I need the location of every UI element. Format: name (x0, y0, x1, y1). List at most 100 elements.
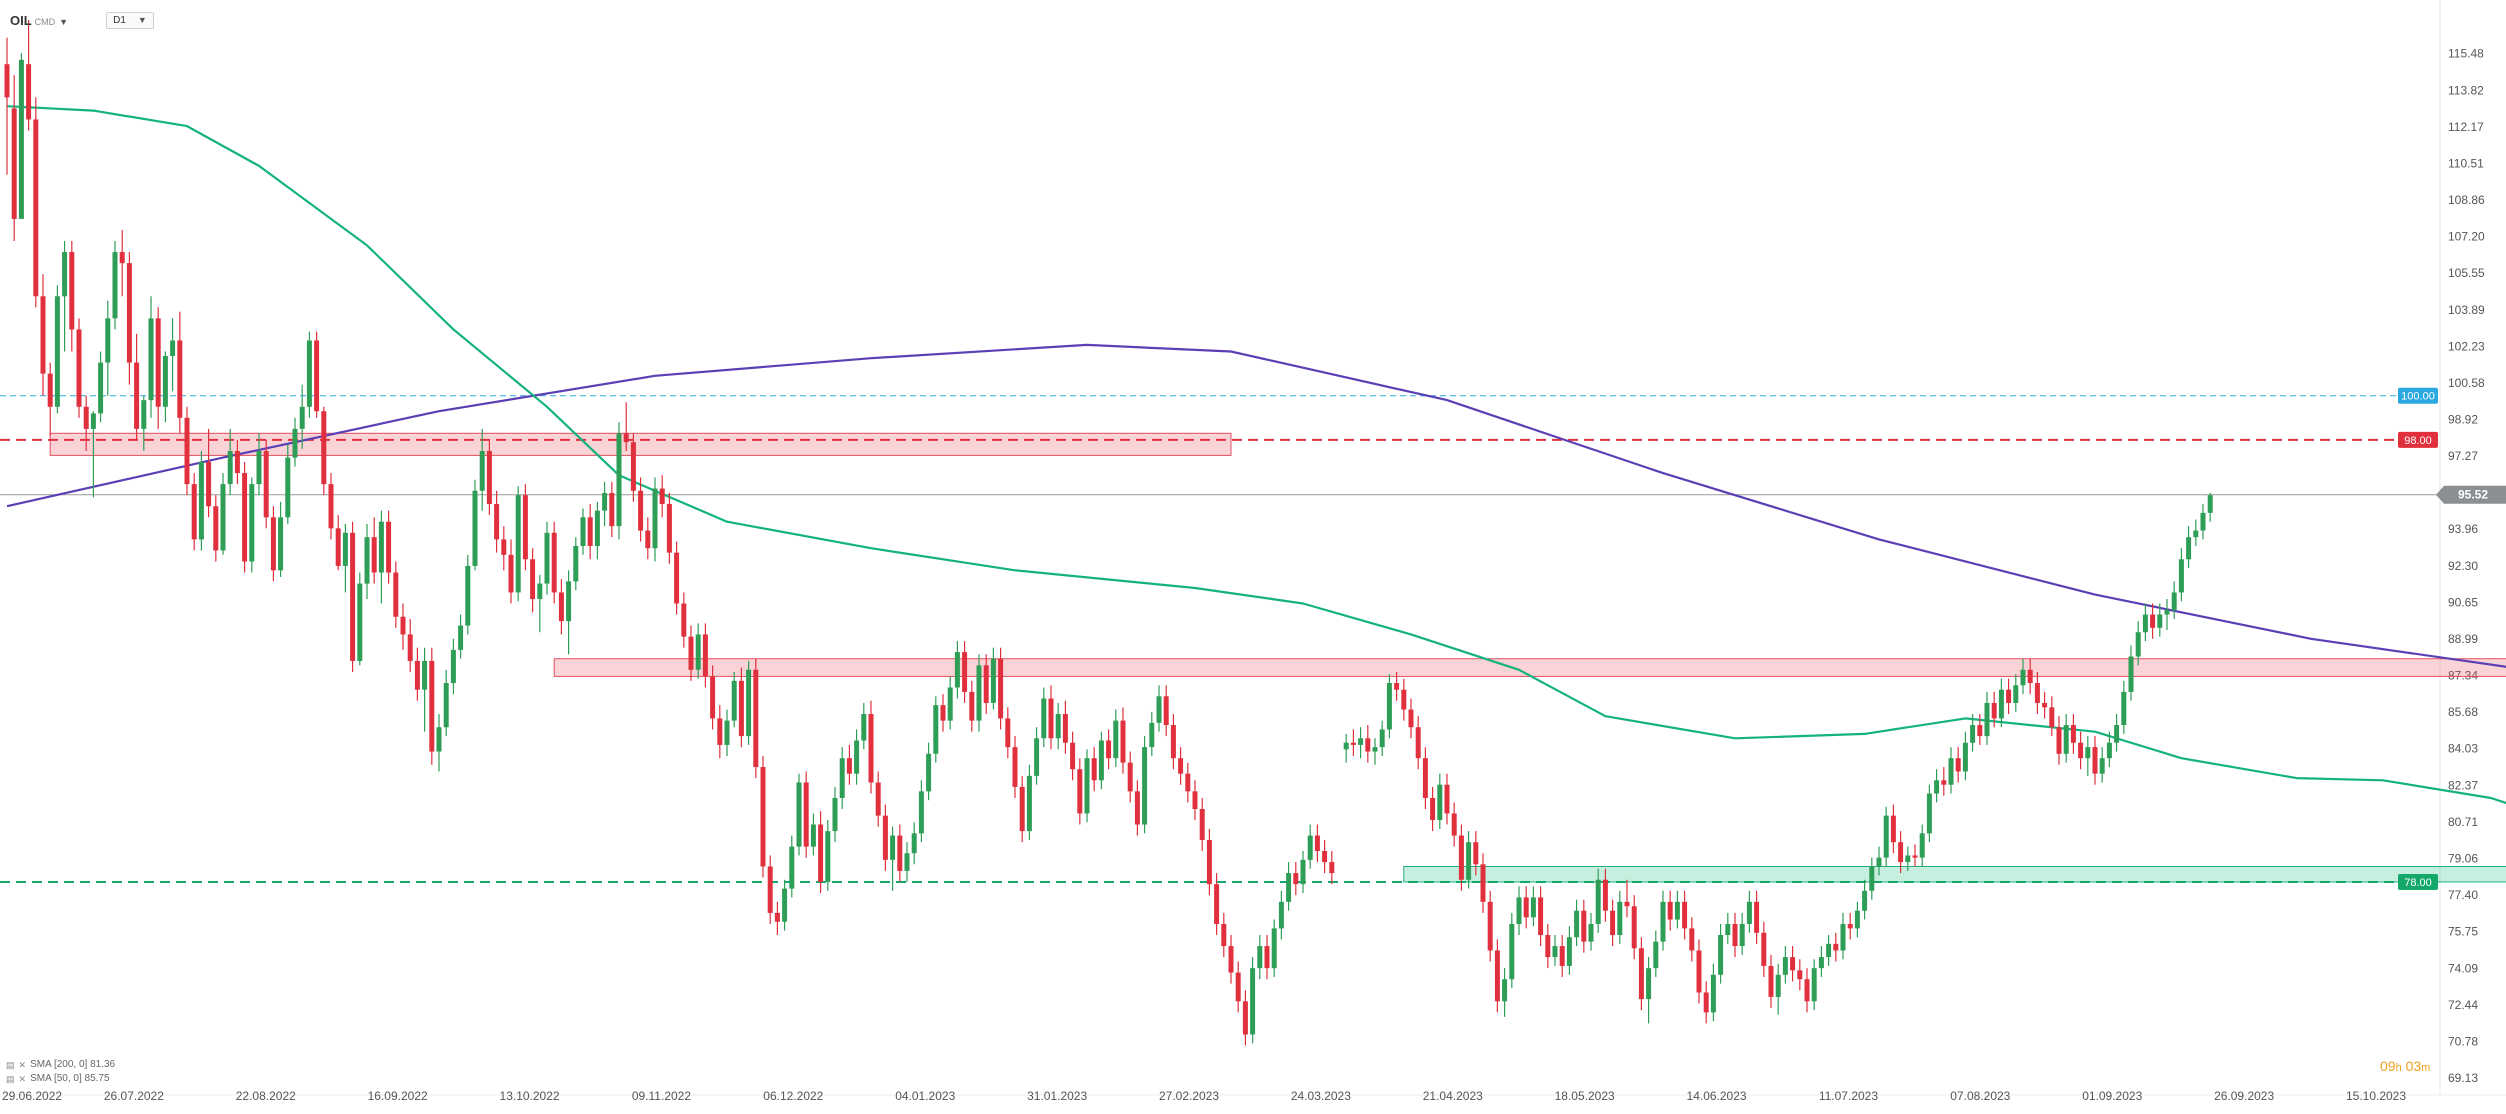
y-tick-label: 97.27 (2448, 449, 2478, 463)
candle-body (1602, 879, 1608, 911)
candle-body (1970, 725, 1976, 743)
candle-body (681, 603, 687, 637)
candle-body (321, 411, 327, 485)
x-tick-label: 13.10.2022 (500, 1089, 560, 1103)
candle-body (1898, 842, 1904, 863)
candle-body (1228, 946, 1234, 973)
candle-body (1610, 910, 1616, 936)
candle-body (1624, 901, 1630, 907)
candle-body (1307, 835, 1313, 860)
candle-body (1725, 923, 1731, 936)
symbol-suffix: CMD (34, 16, 56, 27)
candle-body (1343, 742, 1349, 750)
candle-body (1761, 932, 1767, 966)
candle-body (753, 669, 759, 768)
candle-body (1156, 696, 1162, 723)
candle-body (926, 753, 932, 792)
y-tick-label: 74.09 (2448, 961, 2478, 975)
candle-body (1048, 698, 1054, 739)
candle-body (378, 521, 384, 573)
candle-body (1199, 809, 1205, 840)
y-tick-label: 92.30 (2448, 559, 2478, 573)
candle-body (436, 727, 442, 752)
candle-body (2200, 512, 2206, 531)
candle-body (818, 824, 824, 882)
candle-body (1034, 738, 1040, 776)
candle-body (832, 797, 838, 832)
symbol-selector[interactable]: OIL CMD ▼ (10, 13, 68, 28)
current-price-label: 95.52 (2458, 488, 2488, 502)
y-tick-label: 84.03 (2448, 742, 2478, 756)
candle-body (1926, 793, 1932, 834)
y-tick-label: 69.13 (2448, 1071, 2478, 1085)
candle-body (1833, 943, 1839, 951)
candle-body (940, 705, 946, 721)
candle-body (1149, 722, 1155, 748)
y-tick-label: 107.20 (2448, 230, 2485, 244)
close-icon[interactable]: ✕ (18, 1074, 27, 1084)
candle-body (1804, 979, 1810, 1002)
candle-body (652, 488, 658, 549)
candle-body (846, 758, 852, 774)
candle-body (2070, 725, 2076, 743)
candle-body (47, 373, 53, 407)
resistance-zone (49, 432, 1232, 456)
candle-body (2135, 632, 2141, 657)
candle-body (868, 713, 874, 783)
legend-sma200[interactable]: ▤ ✕ SMA [200, 0] 81.36 (6, 1058, 115, 1072)
candle-body (299, 406, 305, 429)
candle-body (1862, 890, 1868, 911)
y-tick-label: 70.78 (2448, 1035, 2478, 1049)
candle-body (1458, 835, 1464, 880)
countdown-h: h (2395, 1062, 2402, 1074)
candle-body (609, 492, 615, 527)
candle-body (1854, 910, 1860, 929)
candle-body (976, 665, 982, 721)
candle-body (1012, 747, 1018, 787)
candle-body (220, 484, 226, 551)
settings-icon[interactable]: ▤ (6, 1060, 15, 1070)
candle-body (544, 532, 550, 584)
candle-body (1919, 833, 1925, 858)
candle-body (1120, 720, 1126, 763)
candle-body (501, 539, 507, 555)
candle-body (645, 530, 651, 549)
candle-body (904, 853, 910, 871)
candle-body (566, 581, 572, 622)
candle-body (666, 504, 672, 553)
candle-body (659, 488, 665, 505)
y-tick-label: 102.23 (2448, 339, 2485, 353)
candle-body (1588, 923, 1594, 942)
candle-body (1962, 742, 1968, 772)
candle-body (1955, 758, 1961, 772)
legend-sma50[interactable]: ▤ ✕ SMA [50, 0] 85.75 (6, 1072, 115, 1086)
close-icon[interactable]: ✕ (18, 1060, 27, 1070)
candle-body (1559, 946, 1565, 966)
candle-body (882, 815, 888, 860)
settings-icon[interactable]: ▤ (6, 1074, 15, 1084)
candle-body (1372, 747, 1378, 752)
candle-body (1055, 713, 1061, 739)
candle-body (1329, 862, 1335, 874)
x-tick-label: 18.05.2023 (1555, 1089, 1615, 1103)
candle-body (227, 450, 233, 485)
candle-body (1077, 769, 1083, 814)
countdown-m: m (2421, 1062, 2431, 1074)
candle-body (1552, 946, 1558, 958)
candle-body (1660, 901, 1666, 942)
candle-body (285, 457, 291, 518)
candle-body (1502, 979, 1508, 1002)
y-tick-label: 113.82 (2448, 83, 2484, 97)
candle-body (170, 340, 176, 356)
candle-body (983, 665, 989, 703)
timeframe-selector[interactable]: D1 ▼ (106, 11, 154, 29)
x-tick-label: 09.11.2022 (632, 1089, 691, 1103)
candle-body (522, 495, 528, 560)
candle-body (839, 758, 845, 798)
candle-body (1451, 813, 1457, 836)
candle-body (494, 504, 500, 540)
candle-body (1710, 974, 1716, 1013)
candle-body (1509, 923, 1515, 980)
